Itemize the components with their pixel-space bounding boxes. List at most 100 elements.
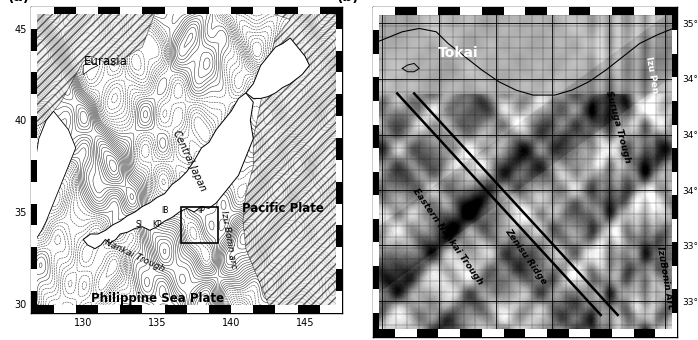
Bar	[373, 7, 395, 15]
Bar	[120, 7, 142, 14]
Bar	[297, 7, 320, 14]
Bar	[526, 7, 547, 15]
Text: (a): (a)	[8, 0, 31, 4]
Text: Central Japan: Central Japan	[171, 129, 208, 193]
Bar	[373, 172, 379, 195]
Bar	[31, 51, 37, 72]
Bar	[336, 204, 342, 225]
Bar	[634, 7, 655, 15]
Bar	[120, 305, 142, 313]
Bar	[373, 101, 379, 124]
Bar	[54, 305, 76, 313]
Bar	[671, 195, 677, 219]
Text: Izu Bonin arc: Izu Bonin arc	[218, 210, 237, 269]
Bar	[417, 329, 438, 337]
Bar	[31, 305, 54, 313]
Bar	[209, 7, 231, 14]
Bar	[373, 266, 379, 289]
Polygon shape	[83, 93, 253, 249]
Bar	[165, 7, 187, 14]
Bar	[591, 7, 612, 15]
Text: Izu Pen.: Izu Pen.	[644, 56, 660, 98]
Bar	[395, 329, 417, 337]
Bar	[671, 30, 677, 54]
Polygon shape	[31, 7, 157, 130]
Bar	[31, 94, 37, 116]
Bar	[612, 329, 634, 337]
Bar	[612, 7, 634, 15]
Bar	[276, 305, 297, 313]
Bar	[336, 269, 342, 291]
Bar	[31, 7, 54, 14]
Bar	[373, 124, 379, 148]
Bar	[671, 313, 677, 337]
Bar	[503, 329, 526, 337]
Bar	[31, 269, 37, 291]
Bar	[98, 305, 120, 313]
Bar	[276, 7, 297, 14]
Polygon shape	[243, 7, 342, 313]
Bar	[671, 78, 677, 101]
Bar	[336, 116, 342, 138]
Bar	[373, 289, 379, 313]
Text: Eastern Nankai Trough: Eastern Nankai Trough	[411, 187, 485, 287]
Bar	[591, 329, 612, 337]
Bar	[336, 29, 342, 51]
Text: SI: SI	[136, 220, 143, 230]
Bar	[336, 7, 342, 29]
Polygon shape	[31, 111, 76, 239]
Bar	[671, 266, 677, 289]
Bar	[336, 160, 342, 182]
Bar	[460, 329, 482, 337]
Bar	[671, 124, 677, 148]
Bar	[231, 305, 253, 313]
Bar	[336, 138, 342, 160]
Bar	[671, 172, 677, 195]
Bar	[31, 160, 37, 182]
Bar	[253, 7, 276, 14]
Bar	[76, 7, 98, 14]
Bar	[655, 7, 677, 15]
Bar	[373, 195, 379, 219]
Bar	[438, 7, 460, 15]
Bar	[186, 305, 209, 313]
Bar	[54, 7, 76, 14]
Bar	[671, 7, 677, 30]
Bar	[31, 182, 37, 204]
Text: KP: KP	[152, 220, 162, 230]
Bar	[373, 219, 379, 242]
Bar	[671, 54, 677, 78]
Bar	[336, 247, 342, 269]
Bar	[142, 7, 165, 14]
Bar	[336, 72, 342, 94]
Bar	[336, 291, 342, 313]
Bar	[98, 7, 120, 14]
Bar	[186, 7, 209, 14]
Text: Eurasia: Eurasia	[84, 55, 127, 68]
Text: Pacific Plate: Pacific Plate	[242, 202, 324, 215]
Bar	[482, 7, 503, 15]
Polygon shape	[246, 38, 309, 98]
Bar	[336, 94, 342, 116]
Bar	[31, 204, 37, 225]
Text: Zenisu Ridge: Zenisu Ridge	[503, 227, 549, 286]
Bar	[547, 329, 569, 337]
Bar	[503, 7, 526, 15]
Text: IB: IB	[161, 206, 168, 215]
Bar	[373, 30, 379, 54]
Text: Tokai: Tokai	[438, 47, 479, 61]
Bar	[460, 7, 482, 15]
Text: IzuBonin Arc: IzuBonin Arc	[655, 246, 675, 310]
Bar	[671, 242, 677, 266]
Bar	[31, 138, 37, 160]
Bar	[373, 313, 379, 337]
Bar	[671, 219, 677, 242]
Bar	[373, 78, 379, 101]
Text: Philippine Sea Plate: Philippine Sea Plate	[91, 292, 223, 305]
Bar	[438, 329, 460, 337]
Bar	[231, 7, 253, 14]
Bar	[31, 247, 37, 269]
Bar	[31, 291, 37, 313]
Bar	[181, 206, 218, 243]
Bar	[373, 329, 395, 337]
